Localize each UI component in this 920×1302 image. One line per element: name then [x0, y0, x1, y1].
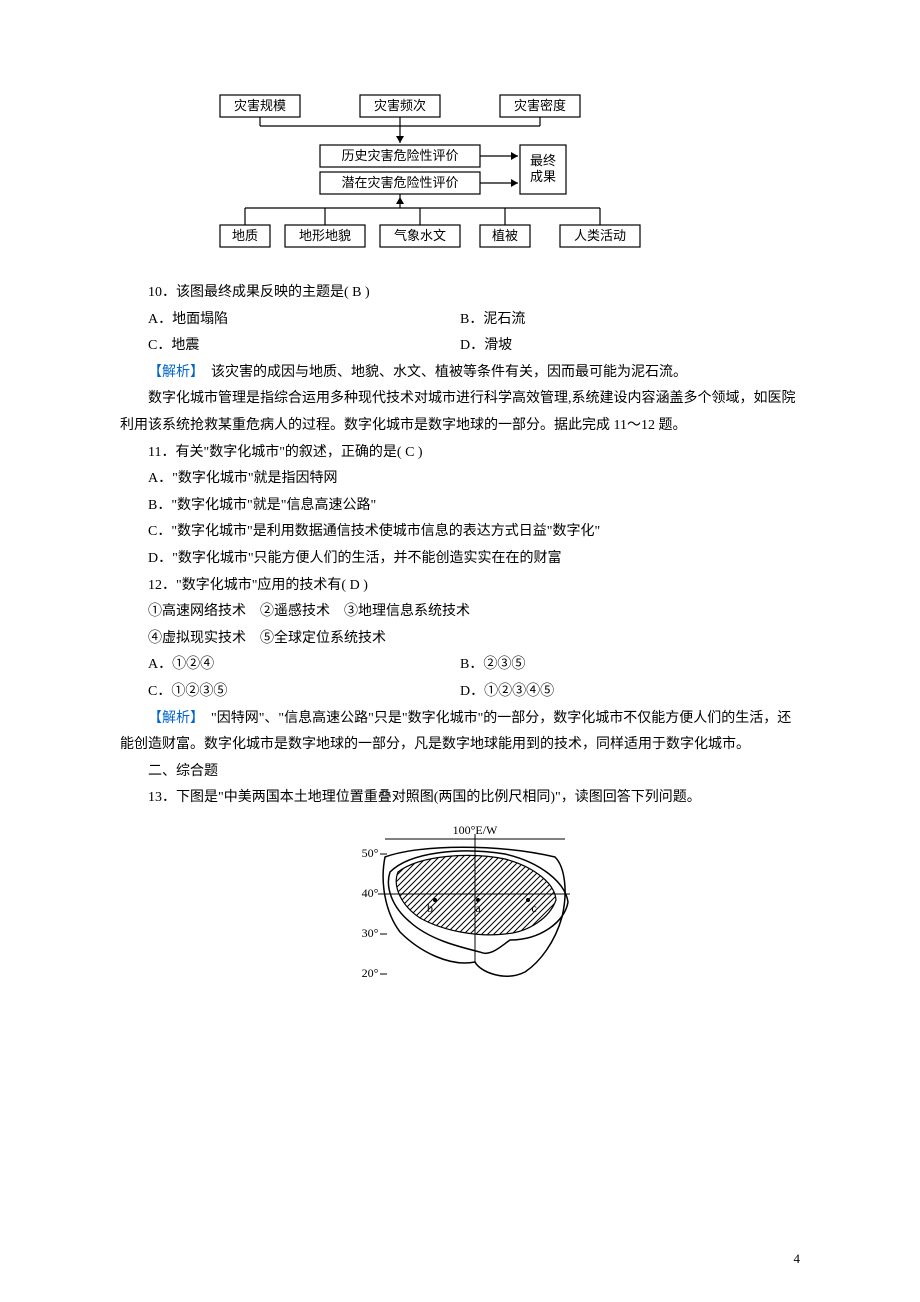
- box-bot-5: 人类活动: [574, 228, 626, 243]
- q11-D: D．"数字化城市"只能方便人们的生活，并不能创造实实在在的财富: [120, 546, 800, 573]
- q11-B: B．"数字化城市"就是"信息高速公路": [120, 493, 800, 520]
- q12-B: B．②③⑤: [460, 652, 800, 679]
- q12-explain: 【解析】 "因特网"、"信息高速公路"只是"数字化城市"的一部分，数字化城市不仅…: [120, 706, 800, 759]
- q11-stem: 11．有关"数字化城市"的叙述，正确的是( C ): [120, 440, 800, 467]
- q10-A: A．地面塌陷: [120, 307, 460, 334]
- q10-row2: C．地震 D．滑坡: [120, 333, 800, 360]
- box-bot-4: 植被: [492, 228, 518, 243]
- box-mid-1: 历史灾害危险性评价: [341, 148, 458, 163]
- passage: 数字化城市管理是指综合运用多种现代技术对城市进行科学高效管理,系统建设内容涵盖多…: [120, 386, 800, 439]
- q11-C: C．"数字化城市"是利用数据通信技术使城市信息的表达方式日益"数字化": [120, 519, 800, 546]
- lat-40: 40°: [362, 886, 379, 900]
- q12-explain-label: 【解析】: [148, 711, 197, 726]
- q12-row1: A．①②④ B．②③⑤: [120, 652, 800, 679]
- q10-stem: 10．该图最终成果反映的主题是( B ): [120, 280, 800, 307]
- q10-B: B．泥石流: [460, 307, 800, 334]
- box-bot-1: 地质: [232, 228, 258, 243]
- q10-D: D．滑坡: [460, 333, 800, 360]
- box-right-l2: 成果: [530, 169, 556, 184]
- box-top-2: 灾害频次: [374, 98, 426, 113]
- q10-C: C．地震: [120, 333, 460, 360]
- q10-explain: 【解析】 该灾害的成因与地质、地貌、水文、植被等条件有关，因而最可能为泥石流。: [120, 360, 800, 387]
- box-right-l1: 最终: [530, 153, 556, 168]
- pt-a: a: [475, 901, 481, 915]
- lat-50: 50°: [362, 846, 379, 860]
- q11-A: A．"数字化城市"就是指因特网: [120, 466, 800, 493]
- box-bot-2: 地形地貌: [299, 228, 351, 243]
- q12-stem: 12．"数字化城市"应用的技术有( D ): [120, 573, 800, 600]
- box-top-1: 灾害规模: [234, 98, 286, 113]
- section2-title: 二、综合题: [120, 759, 800, 786]
- q13-stem: 13．下图是"中美两国本土地理位置重叠对照图(两国的比例尺相同)"，读图回答下列…: [120, 785, 800, 812]
- q12-C: C．①②③⑤: [120, 679, 460, 706]
- q12-explain-text: "因特网"、"信息高速公路"只是"数字化城市"的一部分，数字化城市不仅能方便人们…: [120, 711, 791, 753]
- box-mid-2: 潜在灾害危险性评价: [341, 175, 458, 190]
- box-top-3: 灾害密度: [514, 98, 566, 113]
- lat-20: 20°: [362, 966, 379, 980]
- page-number: 4: [794, 1247, 801, 1272]
- q10-explain-text: 该灾害的成因与地质、地貌、水文、植被等条件有关，因而最可能为泥石流。: [197, 365, 687, 380]
- q12-items2: ④虚拟现实技术 ⑤全球定位系统技术: [120, 626, 800, 653]
- q10-row1: A．地面塌陷 B．泥石流: [120, 307, 800, 334]
- pt-b: b: [427, 901, 433, 915]
- pt-c: c: [531, 901, 536, 915]
- map-figure: 100°E/W 50° 40° 30° 20°: [330, 822, 590, 1002]
- box-bot-3: 气象水文: [394, 228, 446, 243]
- lat-30: 30°: [362, 926, 379, 940]
- q10-explain-label: 【解析】: [148, 365, 197, 380]
- q12-items1: ①高速网络技术 ②遥感技术 ③地理信息系统技术: [120, 599, 800, 626]
- q12-D: D．①②③④⑤: [460, 679, 800, 706]
- flow-diagram: 灾害规模 灾害频次 灾害密度 历史灾害危险性评价 潜在灾害危险性评价: [200, 90, 720, 260]
- q12-row2: C．①②③⑤ D．①②③④⑤: [120, 679, 800, 706]
- q12-A: A．①②④: [120, 652, 460, 679]
